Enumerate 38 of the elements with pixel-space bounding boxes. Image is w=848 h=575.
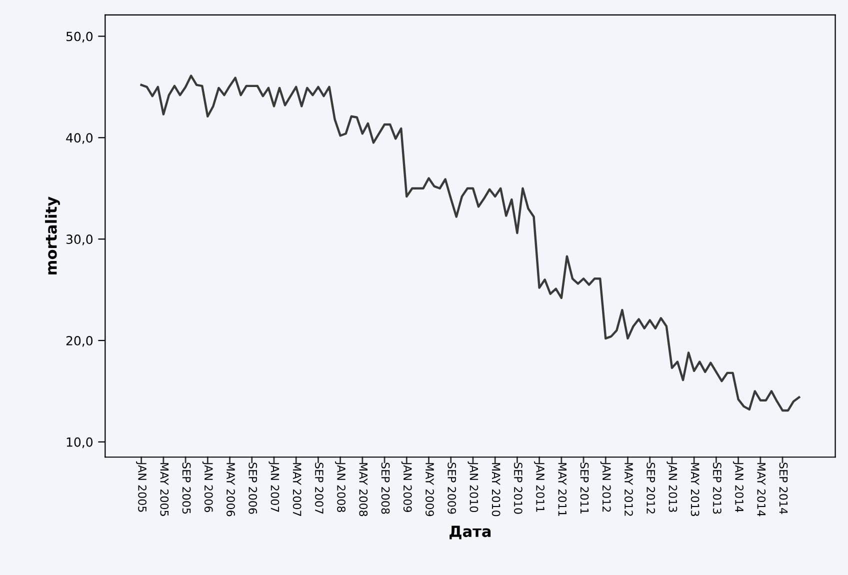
y-tick-label: 30,0 — [66, 234, 93, 246]
x-tick-label: MAY 2013 — [690, 463, 700, 516]
x-tick-label: MAY 2007 — [292, 463, 302, 516]
y-tick-label: 20,0 — [66, 336, 93, 347]
x-tick-label: JAN 2008 — [335, 461, 346, 512]
x-tick-label: SEP 2010 — [514, 462, 522, 514]
x-tick-label: JAN 2010 — [468, 461, 478, 512]
x-tick-label: SEP 2011 — [580, 462, 589, 514]
x-tick-label: JAN 2013 — [666, 461, 678, 512]
x-tick-label: MAY 2006 — [226, 463, 235, 516]
x-tick-label: SEP 2007 — [314, 462, 324, 514]
x-tick-label: MAY 2014 — [757, 463, 766, 516]
x-axis-title: Дата — [450, 526, 491, 540]
x-tick-label: JAN 2012 — [600, 461, 611, 512]
x-tick-label: JAN 2005 — [136, 461, 147, 512]
x-tick-label: MAY 2008 — [359, 463, 368, 516]
x-tick-label: SEP 2012 — [646, 462, 656, 514]
x-tick-label: JAN 2014 — [733, 461, 744, 512]
line-series — [140, 74, 800, 412]
x-tick-label: MAY 2005 — [160, 463, 169, 516]
y-tick-label: 40,0 — [66, 133, 93, 144]
x-tick-label: JAN 2011 — [534, 461, 544, 512]
x-tick-label: MAY 2012 — [624, 463, 633, 516]
x-tick-label: JAN 2009 — [401, 461, 412, 512]
x-tick-label: MAY 2009 — [426, 463, 434, 516]
x-tick-label: SEP 2005 — [182, 462, 191, 514]
x-tick-label: JAN 2006 — [202, 461, 213, 512]
x-tick-label: MAY 2010 — [492, 463, 500, 516]
x-tick-label: MAY 2011 — [558, 463, 567, 516]
y-tick-label: 50,0 — [66, 32, 93, 42]
y-axis-title: mortality — [45, 196, 60, 274]
x-tick-label: SEP 2009 — [448, 462, 456, 514]
x-tick-label: JAN 2007 — [268, 461, 280, 512]
x-tick-label: SEP 2006 — [248, 462, 258, 514]
x-tick-label: SEP 2008 — [381, 462, 390, 514]
x-tick-label: SEP 2014 — [779, 462, 788, 514]
y-tick-label: 10,0 — [66, 437, 93, 448]
x-tick-label: SEP 2013 — [712, 462, 722, 514]
